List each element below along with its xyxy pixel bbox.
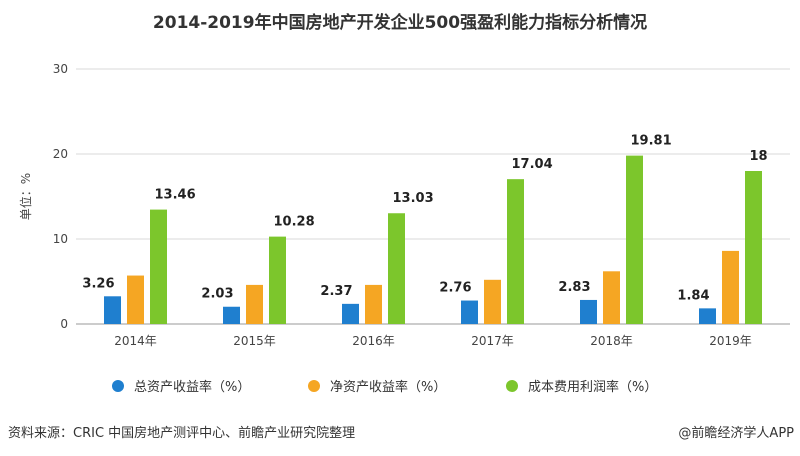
- data-label: 2.37: [320, 284, 352, 299]
- legend-item-total-assets-return: 总资产收益率（%）: [112, 376, 250, 395]
- legend-label: 总资产收益率（%）: [134, 380, 251, 395]
- data-label: 17.04: [512, 157, 553, 172]
- legend-label: 净资产收益率（%）: [330, 380, 447, 395]
- legend-swatch-orange: [308, 379, 320, 392]
- data-label: 2.03: [201, 287, 233, 302]
- data-label: 2.83: [558, 280, 590, 295]
- bar-cost-profit-margin: [150, 209, 167, 324]
- bar-total-assets-return: [580, 299, 597, 324]
- bar-cost-profit-margin: [745, 171, 762, 324]
- chart-legend: 总资产收益率（%） 净资产收益率（%） 成本费用利润率（%）: [0, 376, 800, 398]
- bar-total-assets-return: [223, 306, 240, 324]
- legend-swatch-green: [506, 379, 518, 392]
- bar-net-assets-return: [484, 279, 501, 324]
- brand-credit: @前瞻经济学人APP: [678, 426, 794, 441]
- data-label: 19.81: [631, 134, 672, 149]
- y-tick-label: 0: [60, 317, 68, 331]
- source-note: 资料来源：CRIC 中国房地产测评中心、前瞻产业研究院整理: [8, 426, 356, 441]
- data-label: 10.28: [274, 215, 315, 230]
- y-axis-title: 单位：%: [18, 173, 33, 220]
- data-label: 2.76: [439, 281, 471, 296]
- y-tick-label: 30: [53, 62, 68, 76]
- x-tick-label: 2016年: [352, 334, 395, 348]
- bar-cost-profit-margin: [269, 236, 286, 324]
- bar-cost-profit-margin: [388, 213, 405, 324]
- data-label: 18: [750, 149, 768, 164]
- y-tick-label: 20: [53, 147, 68, 161]
- bar-net-assets-return: [603, 271, 620, 324]
- data-label: 13.46: [155, 188, 196, 203]
- bar-net-assets-return: [365, 284, 382, 324]
- data-label: 1.84: [677, 288, 709, 303]
- bar-cost-profit-margin: [507, 179, 524, 324]
- bar-net-assets-return: [246, 284, 263, 324]
- bar-total-assets-return: [342, 303, 359, 324]
- x-tick-label: 2018年: [590, 334, 633, 348]
- chart-title: 2014-2019年中国房地产开发企业500强盈利能力指标分析情况: [152, 13, 648, 33]
- legend-label: 成本费用利润率（%）: [528, 380, 658, 395]
- bar-total-assets-return: [461, 300, 478, 324]
- x-tick-label: 2019年: [709, 334, 752, 348]
- bar-net-assets-return: [127, 275, 144, 324]
- data-label: 3.26: [82, 276, 114, 291]
- y-tick-label: 10: [53, 232, 68, 246]
- legend-item-cost-profit-margin: 成本费用利润率（%）: [506, 376, 657, 395]
- bar-net-assets-return: [722, 250, 739, 324]
- bar-total-assets-return: [104, 296, 121, 324]
- bar-cost-profit-margin: [626, 155, 643, 324]
- x-tick-label: 2014年: [114, 334, 157, 348]
- legend-item-net-assets-return: 净资产收益率（%）: [308, 376, 446, 395]
- x-tick-label: 2015年: [233, 334, 276, 348]
- x-tick-label: 2017年: [471, 334, 514, 348]
- data-label: 13.03: [393, 191, 434, 206]
- bar-total-assets-return: [699, 308, 716, 324]
- legend-swatch-blue: [112, 379, 124, 392]
